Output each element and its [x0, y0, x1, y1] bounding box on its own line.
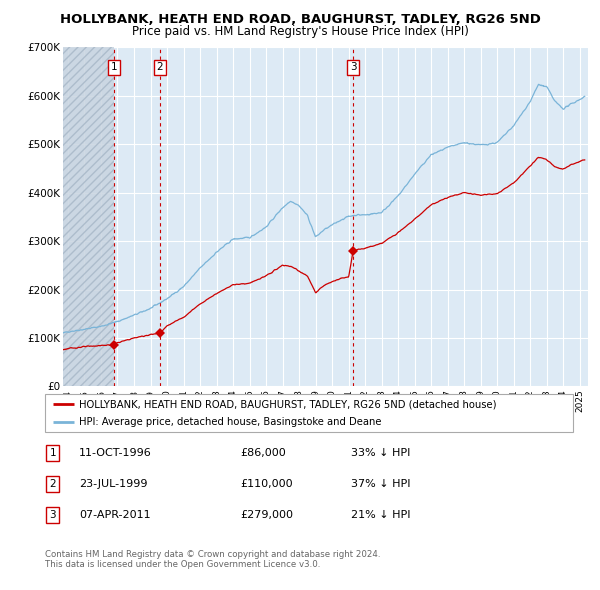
Text: 33% ↓ HPI: 33% ↓ HPI [351, 448, 410, 458]
Bar [63, 47, 114, 386]
Text: 37% ↓ HPI: 37% ↓ HPI [351, 479, 411, 489]
Text: £279,000: £279,000 [241, 510, 293, 520]
Text: 23-JUL-1999: 23-JUL-1999 [79, 479, 148, 489]
Text: 07-APR-2011: 07-APR-2011 [79, 510, 151, 520]
Text: HPI: Average price, detached house, Basingstoke and Deane: HPI: Average price, detached house, Basi… [79, 417, 382, 427]
FancyBboxPatch shape [45, 394, 573, 432]
Text: HOLLYBANK, HEATH END ROAD, BAUGHURST, TADLEY, RG26 5ND (detached house): HOLLYBANK, HEATH END ROAD, BAUGHURST, TA… [79, 399, 497, 409]
Text: £86,000: £86,000 [241, 448, 286, 458]
Text: 2: 2 [50, 479, 56, 489]
Text: 11-OCT-1996: 11-OCT-1996 [79, 448, 152, 458]
Text: £110,000: £110,000 [241, 479, 293, 489]
Text: 3: 3 [350, 63, 356, 73]
Text: 21% ↓ HPI: 21% ↓ HPI [351, 510, 411, 520]
Text: Price paid vs. HM Land Registry's House Price Index (HPI): Price paid vs. HM Land Registry's House … [131, 25, 469, 38]
Text: Contains HM Land Registry data © Crown copyright and database right 2024.
This d: Contains HM Land Registry data © Crown c… [45, 550, 380, 569]
Text: HOLLYBANK, HEATH END ROAD, BAUGHURST, TADLEY, RG26 5ND: HOLLYBANK, HEATH END ROAD, BAUGHURST, TA… [59, 13, 541, 26]
Text: 2: 2 [157, 63, 163, 73]
Text: 1: 1 [110, 63, 117, 73]
Text: 1: 1 [50, 448, 56, 458]
Text: 3: 3 [50, 510, 56, 520]
